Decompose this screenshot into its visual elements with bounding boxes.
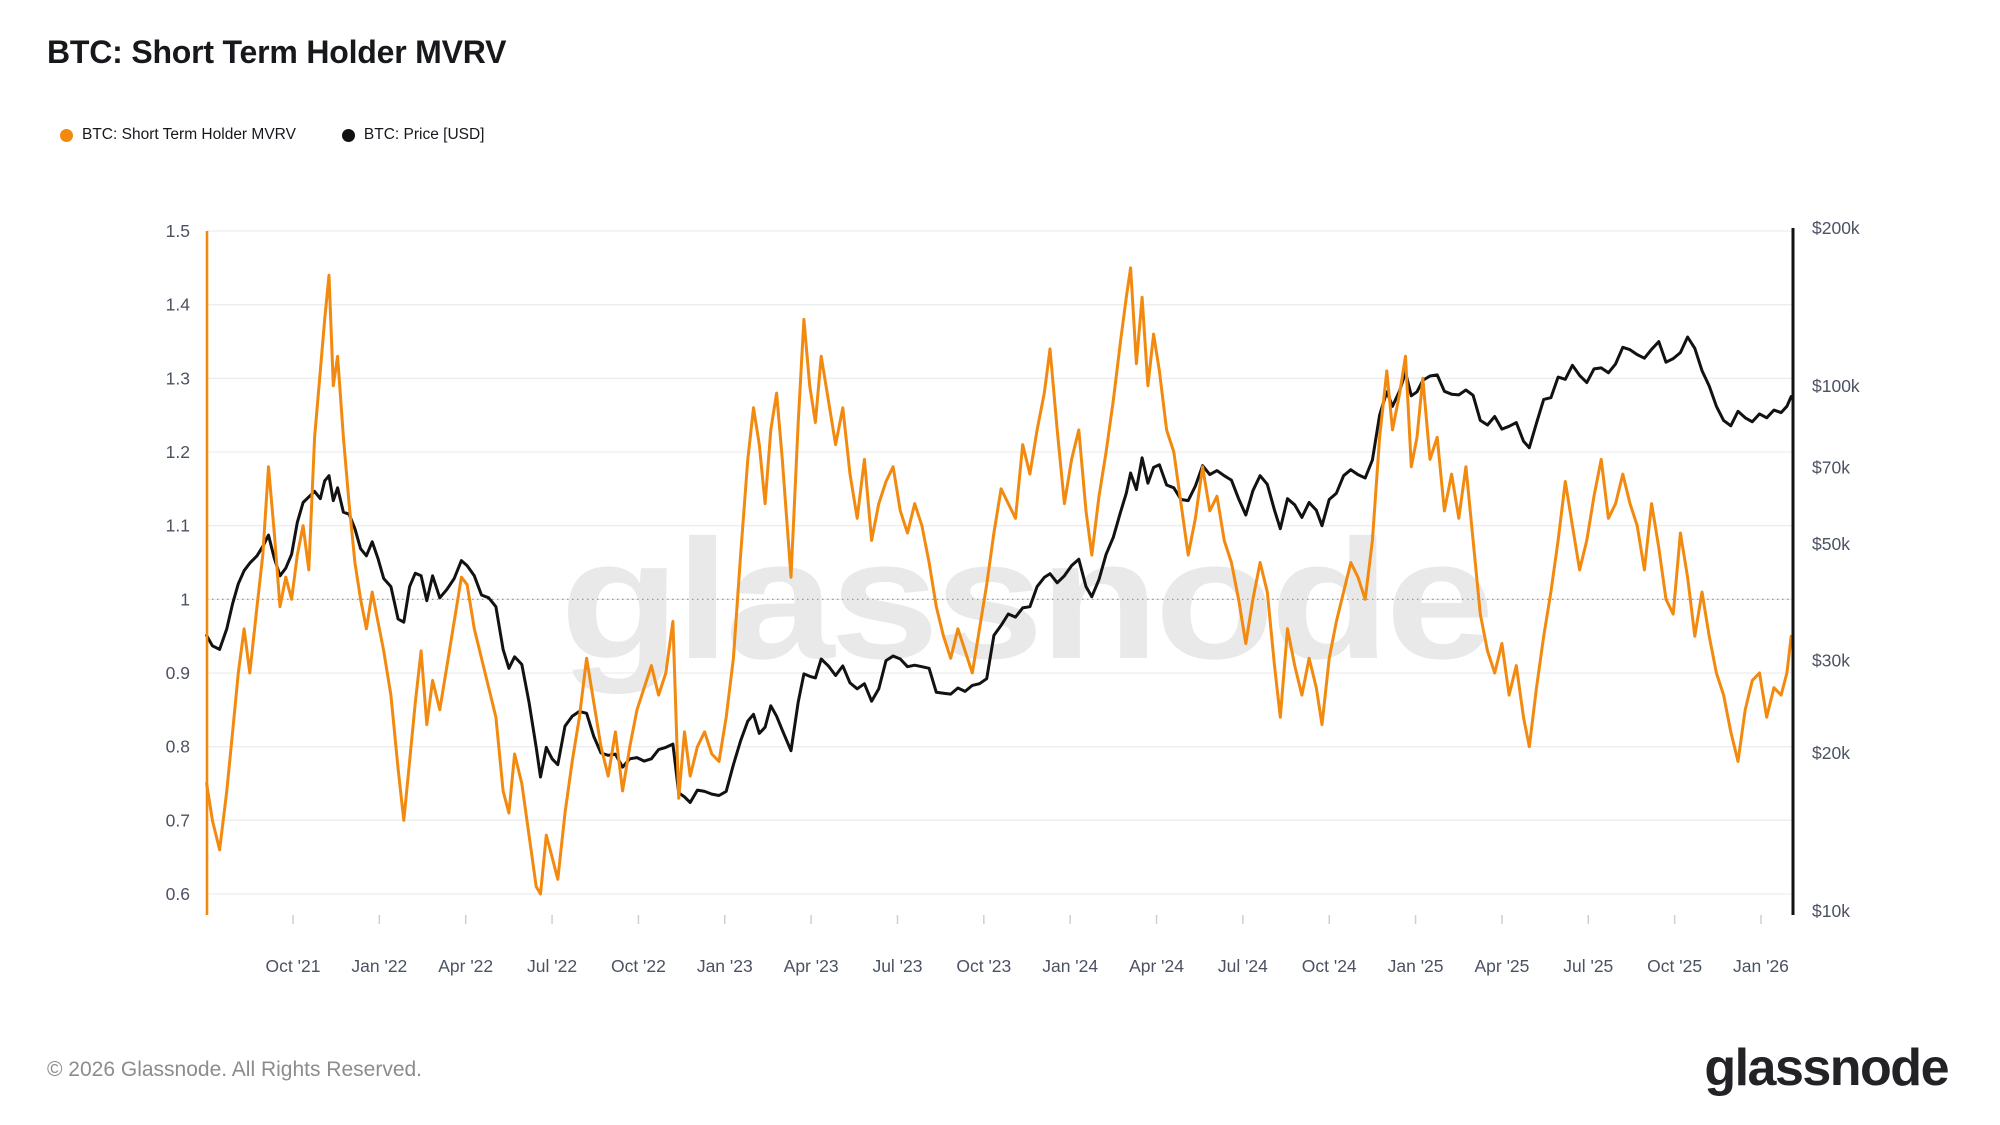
series-line-mvrv[interactable] [205,266,1793,896]
left-axis-label: 1.2 [166,442,190,462]
x-axis-label: Jul '25 [1563,956,1613,976]
legend-dot-mvrv-icon [60,128,73,142]
x-axis-label: Jul '24 [1218,956,1268,976]
right-axis-label: $10k [1812,901,1850,921]
legend-item-mvrv[interactable]: BTC: Short Term Holder MVRV [60,126,296,144]
right-axis-label: $50k [1812,534,1850,554]
x-axis-label: Oct '24 [1302,956,1357,976]
x-axis-label: Jan '24 [1042,956,1098,976]
x-axis-label: Jul '22 [527,956,577,976]
x-axis-label: Jan '26 [1733,956,1789,976]
x-axis-label: Apr '25 [1474,956,1529,976]
legend-label-price: BTC: Price [USD] [363,126,485,143]
copyright-text: © 2026 Glassnode. All Rights Reserved. [47,1058,423,1081]
right-axis-label: $30k [1812,651,1850,671]
right-axis-label: $70k [1812,457,1850,477]
left-axis-label: 0.9 [166,663,190,683]
left-axis-label: 1 [180,589,190,609]
x-axis-label: Jan '22 [351,956,407,976]
left-axis-label: 0.6 [166,884,190,904]
glassnode-logo: glassnode [1704,1039,1949,1097]
left-axis-label: 1.3 [166,368,190,388]
x-axis-label: Apr '24 [1129,956,1184,976]
x-axis-label: Apr '22 [438,956,493,976]
left-axis-label: 1.4 [166,295,191,315]
legend: BTC: Short Term Holder MVRV BTC: Price [… [60,126,484,144]
series-line-price[interactable] [205,335,1793,804]
x-axis-label: Jan '23 [697,956,753,976]
right-axis-label: $200k [1812,218,1860,238]
x-axis-label: Oct '23 [956,956,1011,976]
left-axis-label: 0.7 [166,810,190,830]
legend-item-price[interactable]: BTC: Price [USD] [341,126,485,144]
x-axis-label: Oct '25 [1647,956,1702,976]
x-axis-label: Oct '21 [266,956,321,976]
left-axis-label: 1.5 [166,221,190,241]
legend-label-mvrv: BTC: Short Term Holder MVRV [82,126,296,143]
legend-dot-price-icon [341,128,355,142]
right-axis-label: $20k [1812,743,1850,763]
x-axis-label: Oct '22 [611,956,666,976]
x-axis-label: Jul '23 [872,956,922,976]
watermark-glassnode: glassnode [560,505,1490,695]
x-axis-label: Jan '25 [1388,956,1444,976]
right-axis-label: $100k [1812,376,1860,396]
page-title: BTC: Short Term Holder MVRV [47,34,507,70]
left-axis-label: 0.8 [166,737,190,757]
left-axis-label: 1.1 [166,516,190,536]
x-axis-label: Apr '23 [784,956,839,976]
